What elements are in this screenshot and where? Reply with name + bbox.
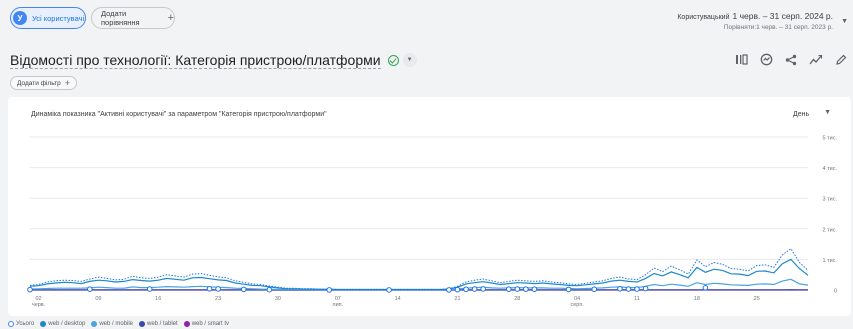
x-tick-sublabel: серп. <box>570 302 584 308</box>
x-tick-label: 16 <box>155 296 161 302</box>
comparison-marker <box>463 286 469 293</box>
chart-title: Динаміка показника "Активні користувачі"… <box>31 111 327 118</box>
legend-label: web / smart tv <box>191 321 230 327</box>
comparison-marker <box>326 287 333 293</box>
comparison-marker <box>523 286 529 292</box>
comparison-marker <box>505 286 512 292</box>
comparison-marker <box>206 285 213 292</box>
comparison-marker <box>514 286 521 292</box>
legend-item[interactable]: web / smart tv <box>183 321 230 327</box>
granularity-select[interactable]: День ▼ <box>785 105 837 123</box>
comparison-marker <box>591 286 598 293</box>
legend-label: Усього <box>16 321 35 327</box>
legend-item[interactable]: Усього <box>8 321 34 327</box>
y-tick-label: 4 тис. <box>823 166 838 172</box>
legend-dot-icon <box>139 321 145 327</box>
comparison-marker <box>565 286 572 293</box>
bar-compare-icon[interactable] <box>735 54 748 65</box>
series-line-- <box>29 247 809 290</box>
y-tick-label: 2 тис. <box>823 227 838 233</box>
comparison-marker <box>215 286 221 292</box>
x-tick-label: 09 <box>95 296 101 302</box>
page-title[interactable]: Відомості про технології: Категорія прис… <box>10 51 381 69</box>
user-badge-icon: У <box>13 11 27 25</box>
add-filter-button[interactable]: Додати фільтр + <box>10 76 77 90</box>
legend-item[interactable]: web / tablet <box>139 321 178 327</box>
legend-dot-icon <box>8 321 14 327</box>
chevron-down-icon[interactable]: ▼ <box>841 18 848 25</box>
comparison-marker <box>625 286 632 292</box>
chart-card: Динаміка показника "Активні користувачі"… <box>8 97 851 316</box>
comparison-marker <box>266 286 273 293</box>
x-tick-label: 28 <box>514 296 520 302</box>
comparison-marker <box>87 286 93 292</box>
date-range-value: 1 черв. – 31 серп. 2024 р. <box>732 11 833 21</box>
x-tick-label: 02 <box>35 296 41 302</box>
legend-dot-icon <box>40 321 47 327</box>
comparison-marker <box>480 286 486 292</box>
comparison-marker <box>386 287 392 293</box>
x-tick-sublabel: черв. <box>32 302 46 308</box>
add-comparison-button[interactable]: Додати порівняння + <box>91 7 175 29</box>
comparison-marker <box>617 285 623 292</box>
add-comparison-label: Додати порівняння <box>101 9 140 27</box>
x-tick-label: 04 <box>574 296 580 302</box>
comparison-marker <box>642 285 649 292</box>
report-toolbar <box>735 53 847 66</box>
comparison-marker <box>446 287 452 293</box>
chevron-down-icon: ▼ <box>824 109 831 116</box>
comparison-marker <box>146 286 153 292</box>
chart-legend: Усього web / desktop web / mobile web / tab… <box>8 319 235 329</box>
y-tick-label: 1 тис. <box>823 258 838 264</box>
comparison-marker <box>702 284 709 291</box>
comparison-marker <box>634 286 640 292</box>
report-title-row: Відомості про технології: Категорія прис… <box>10 50 417 70</box>
x-tick-label: 30 <box>275 296 281 302</box>
legend-dot-icon <box>183 321 190 327</box>
x-tick-label: 21 <box>454 296 460 302</box>
comparison-marker <box>454 286 461 293</box>
comparison-marker <box>27 286 33 293</box>
top-bar: У Усі користувачі Додати порівняння + Ко… <box>0 0 853 44</box>
trend-icon[interactable] <box>809 54 823 66</box>
segment-label: Усі користувачі <box>32 13 85 23</box>
comparison-marker <box>531 286 538 292</box>
x-tick-label: 23 <box>215 296 221 302</box>
x-tick-label: 14 <box>395 296 401 302</box>
check-circle-icon <box>387 54 399 66</box>
legend-item[interactable]: web / mobile <box>91 321 133 327</box>
date-range-type: Користувацький <box>677 14 730 21</box>
chevron-down-icon[interactable]: ▼ <box>402 53 417 67</box>
y-tick-label: 5 тис. <box>823 136 838 142</box>
plus-icon: + <box>64 78 70 88</box>
x-tick-label: 25 <box>754 296 760 302</box>
segment-chip[interactable]: У Усі користувачі <box>10 7 86 29</box>
legend-dot-icon <box>91 321 98 327</box>
y-tick-label: 3 тис. <box>823 197 838 203</box>
date-range-picker[interactable]: Користувацький 1 черв. – 31 серп. 2024 р.… <box>677 11 833 33</box>
insights-icon[interactable] <box>760 53 773 66</box>
date-compare-value: Порівняти:1 черв. – 31 серп. 2023 р. <box>723 24 833 31</box>
y-tick-label: 0 <box>834 289 837 295</box>
legend-item[interactable]: web / desktop <box>40 321 85 327</box>
comparison-marker <box>471 286 478 292</box>
legend-label: web / mobile <box>99 321 133 327</box>
x-tick-sublabel: лип. <box>332 302 343 308</box>
x-tick-label: 07 <box>335 296 341 302</box>
x-tick-label: 18 <box>694 296 700 302</box>
plus-icon: + <box>167 12 174 24</box>
x-tick-label: 11 <box>634 296 640 302</box>
add-filter-label: Додати фільтр <box>17 79 61 87</box>
legend-label: web / tablet <box>147 321 178 327</box>
legend-label: web / desktop <box>48 321 86 327</box>
granularity-value: День <box>793 110 810 118</box>
share-icon[interactable] <box>785 54 797 66</box>
pencil-icon[interactable] <box>835 54 847 66</box>
comparison-marker <box>240 286 247 293</box>
